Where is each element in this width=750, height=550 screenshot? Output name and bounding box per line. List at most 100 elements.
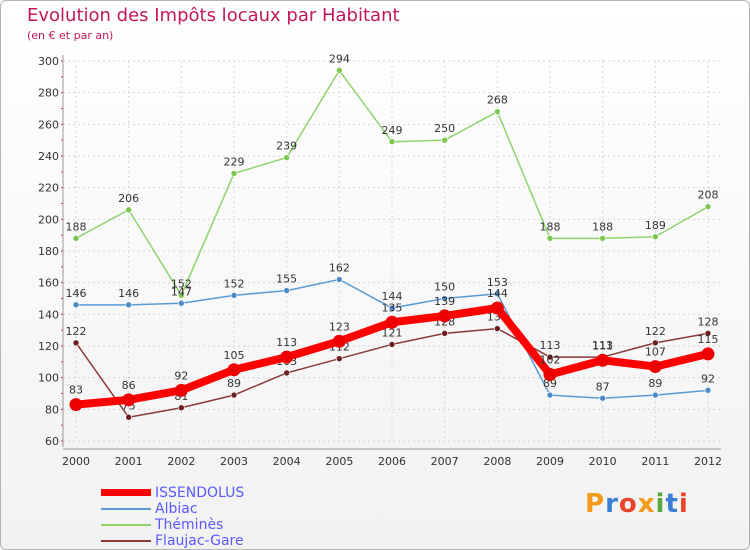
data-label-th-min-s-2008: 268 <box>487 94 508 107</box>
legend-label-themines: Théminès <box>155 517 224 533</box>
data-label-issendolus-2006: 135 <box>382 301 403 314</box>
data-point-issendolus-2011 <box>648 360 662 374</box>
x-tick-label-2009: 2009 <box>536 455 564 468</box>
data-label-albiac-2006: 144 <box>382 290 403 303</box>
data-label-th-min-s-2011: 189 <box>645 219 666 232</box>
logo-letter: t <box>665 489 679 519</box>
data-point-issendolus-2008 <box>490 301 504 315</box>
data-label-albiac-2001: 146 <box>118 287 139 300</box>
data-point-issendolus-2003 <box>227 363 241 377</box>
data-label-flaujac-gare-2012: 128 <box>698 315 719 328</box>
x-tick-label-2001: 2001 <box>115 455 143 468</box>
data-point-albiac-2002 <box>178 299 185 307</box>
x-tick-label-2011: 2011 <box>641 455 669 468</box>
chart-subtitle: (en € et par an) <box>27 29 114 42</box>
data-point-albiac-2000 <box>72 301 80 309</box>
data-point-th-min-s-2001 <box>125 206 132 214</box>
data-point-flaujac-gare-2012 <box>704 330 712 337</box>
data-point-flaujac-gare-2011 <box>652 339 659 347</box>
data-point-albiac-2008 <box>494 290 501 298</box>
data-point-issendolus-2006 <box>385 315 399 329</box>
data-point-flaujac-gare-2005 <box>336 355 343 362</box>
data-label-issendolus-2005: 123 <box>329 320 350 333</box>
x-tick-label-2002: 2002 <box>167 455 195 468</box>
proxiti-logo: Proxiti <box>585 489 689 519</box>
data-label-issendolus-2000: 83 <box>69 384 83 397</box>
x-tick-label-2008: 2008 <box>483 455 511 468</box>
data-label-issendolus-2009: 102 <box>540 354 561 367</box>
data-point-albiac-2005 <box>336 276 343 283</box>
data-label-th-min-s-2010: 188 <box>592 220 613 233</box>
data-label-th-min-s-2001: 206 <box>118 192 139 205</box>
x-tick-label-2003: 2003 <box>220 455 248 468</box>
legend-label-issendolus: ISSENDOLUS <box>155 485 245 501</box>
legend-label-albiac: Albiac <box>155 501 198 517</box>
data-point-albiac-2012 <box>704 387 712 394</box>
data-label-th-min-s-2009: 188 <box>540 220 561 233</box>
y-tick-label-200: 200 <box>38 213 59 226</box>
y-tick-label-100: 100 <box>38 372 59 385</box>
data-label-albiac-2010: 87 <box>596 380 610 393</box>
data-label-flaujac-gare-2010: 113 <box>592 339 613 352</box>
y-tick-label-160: 160 <box>38 277 59 290</box>
x-tick-label-2005: 2005 <box>325 455 353 468</box>
y-tick-label-80: 80 <box>45 403 59 416</box>
data-label-albiac-2000: 146 <box>66 287 87 300</box>
data-point-th-min-s-2005 <box>336 67 343 74</box>
data-point-th-min-s-2007 <box>441 136 448 144</box>
data-label-th-min-s-2000: 188 <box>66 220 87 233</box>
legend-swatch-themines <box>101 524 151 526</box>
data-point-albiac-2003 <box>230 292 238 299</box>
data-label-th-min-s-2003: 229 <box>224 155 245 168</box>
data-point-issendolus-2002 <box>174 383 188 397</box>
data-label-albiac-2004: 155 <box>276 273 297 286</box>
data-label-albiac-2003: 152 <box>224 277 245 290</box>
data-label-th-min-s-2007: 250 <box>434 122 455 135</box>
y-tick-label-220: 220 <box>38 182 59 195</box>
y-tick-label-260: 260 <box>38 118 59 131</box>
data-label-issendolus-2011: 107 <box>645 346 666 359</box>
y-tick-label-300: 300 <box>38 55 59 68</box>
data-point-albiac-2010 <box>599 394 606 402</box>
data-point-th-min-s-2003 <box>230 170 238 177</box>
x-tick-label-2012: 2012 <box>694 455 722 468</box>
data-label-flaujac-gare-2006: 121 <box>382 326 403 339</box>
data-point-issendolus-2012 <box>701 347 715 361</box>
logo-letter: o <box>618 489 638 519</box>
data-label-flaujac-gare-2011: 122 <box>645 325 666 338</box>
y-tick-label-140: 140 <box>38 308 59 321</box>
data-label-th-min-s-2006: 249 <box>382 124 403 137</box>
y-tick-label-240: 240 <box>38 150 59 163</box>
data-point-flaujac-gare-2006 <box>388 341 396 348</box>
y-tick-label-120: 120 <box>38 340 59 353</box>
data-point-albiac-2009 <box>546 391 554 399</box>
data-label-issendolus-2001: 86 <box>122 379 136 392</box>
data-label-th-min-s-2005: 294 <box>329 53 350 66</box>
data-point-albiac-2011 <box>652 391 659 399</box>
data-label-issendolus-2012: 115 <box>698 333 719 346</box>
data-point-flaujac-gare-2009 <box>546 353 554 361</box>
data-point-th-min-s-2009 <box>546 235 554 242</box>
data-label-albiac-2007: 150 <box>434 281 455 294</box>
legend-swatch-flaujac-gare <box>101 540 151 542</box>
data-label-albiac-2002: 147 <box>171 285 192 298</box>
data-label-albiac-2005: 162 <box>329 262 350 275</box>
chart-title: Evolution des Impôts locaux par Habitant <box>27 5 400 26</box>
x-tick-label-2000: 2000 <box>62 455 90 468</box>
logo-letter: i <box>678 489 689 519</box>
data-point-th-min-s-2012 <box>704 203 712 210</box>
data-label-issendolus-2003: 105 <box>224 349 245 362</box>
data-label-albiac-2009: 89 <box>543 377 557 390</box>
data-label-flaujac-gare-2000: 122 <box>66 325 87 338</box>
x-tick-label-2004: 2004 <box>273 455 301 468</box>
data-point-th-min-s-2002 <box>178 292 185 299</box>
data-label-issendolus-2004: 113 <box>276 336 297 349</box>
x-tick-label-2010: 2010 <box>589 455 617 468</box>
data-label-th-min-s-2002: 152 <box>171 277 192 290</box>
data-point-issendolus-2007 <box>438 309 452 323</box>
data-point-flaujac-gare-2001 <box>125 413 132 421</box>
data-point-issendolus-2004 <box>280 350 294 364</box>
legend-label-flaujac-gare: Flaujac-Gare <box>155 533 244 549</box>
